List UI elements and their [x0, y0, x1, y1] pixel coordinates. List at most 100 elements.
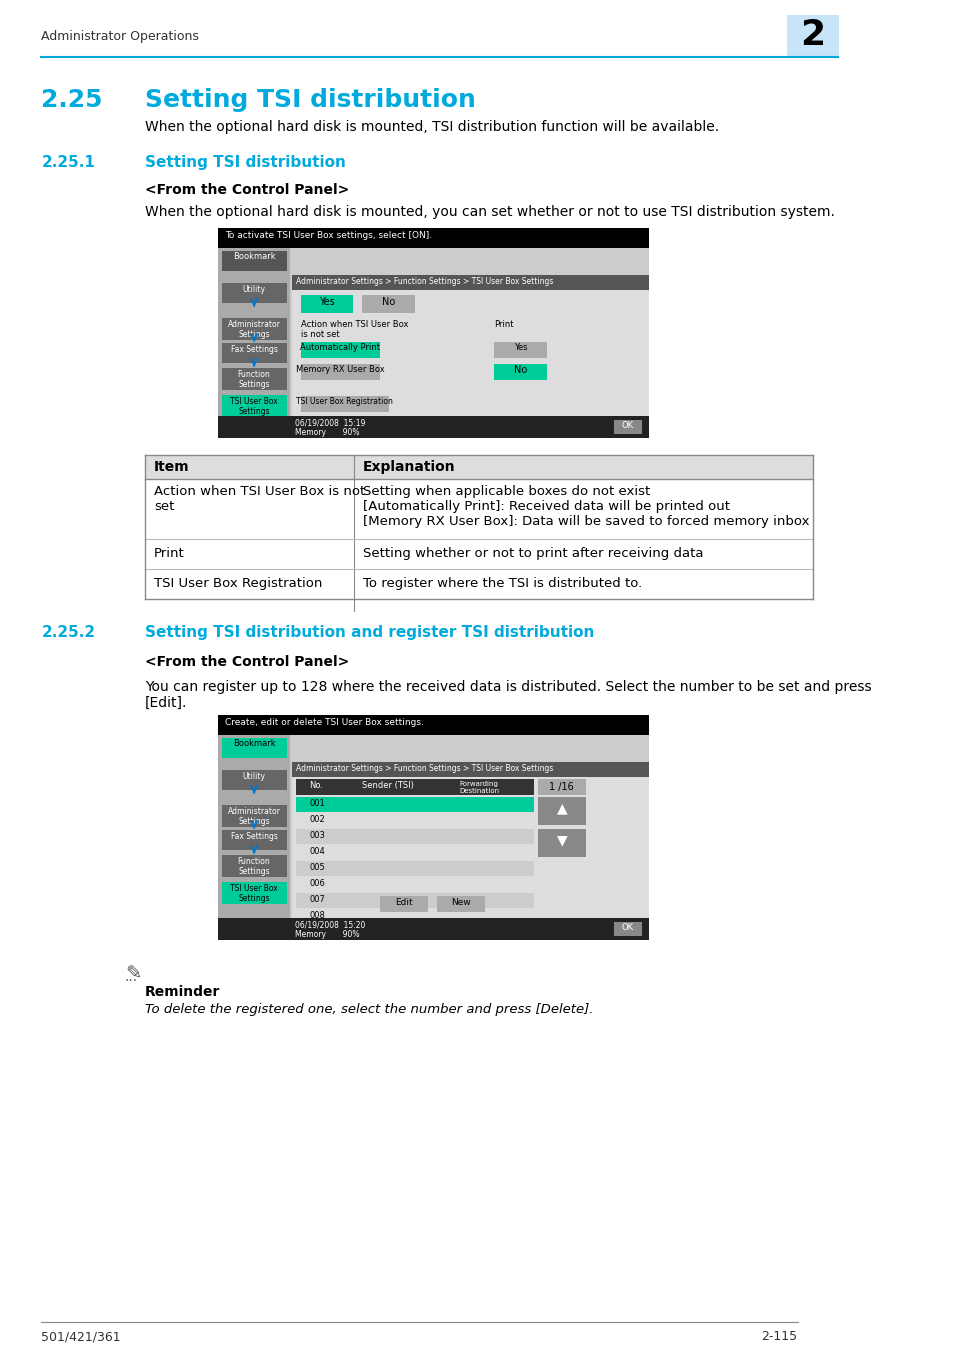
Text: 2.25.1: 2.25.1 — [41, 155, 95, 170]
Bar — [221, 769, 286, 790]
Text: Print: Print — [153, 547, 185, 560]
Bar — [296, 909, 533, 923]
Text: Function
Settings: Function Settings — [237, 370, 271, 389]
Text: To activate TSI User Box settings, select [ON].: To activate TSI User Box settings, selec… — [225, 231, 432, 240]
Text: 1 /16: 1 /16 — [549, 782, 574, 792]
Bar — [300, 342, 379, 358]
Bar — [218, 734, 290, 940]
Bar — [436, 896, 485, 913]
Text: TSI User Box Registration: TSI User Box Registration — [296, 397, 393, 406]
Text: Bookmark: Bookmark — [233, 738, 275, 748]
Text: No.: No. — [309, 782, 323, 790]
Text: 06/19/2008  15:19: 06/19/2008 15:19 — [294, 418, 365, 428]
Bar — [786, 15, 838, 57]
Bar — [218, 416, 648, 437]
Bar — [379, 896, 428, 913]
Text: Memory RX User Box: Memory RX User Box — [295, 364, 384, 374]
Text: No: No — [381, 297, 395, 306]
Bar — [296, 878, 533, 892]
Text: 2.25: 2.25 — [41, 88, 103, 112]
Bar — [296, 813, 533, 828]
Bar — [537, 829, 586, 857]
Bar — [221, 319, 286, 340]
Text: Setting when applicable boxes do not exist
[Automatically Print]: Received data : Setting when applicable boxes do not exi… — [363, 485, 809, 528]
Bar — [300, 396, 388, 412]
Bar — [218, 716, 648, 940]
Bar — [296, 779, 533, 795]
Text: 004: 004 — [309, 846, 325, 856]
Bar — [145, 455, 813, 479]
Bar — [218, 918, 648, 940]
Text: Function
Settings: Function Settings — [237, 857, 271, 876]
Bar — [296, 845, 533, 860]
Text: Create, edit or delete TSI User Box settings.: Create, edit or delete TSI User Box sett… — [225, 718, 423, 728]
Text: To register where the TSI is distributed to.: To register where the TSI is distributed… — [363, 576, 641, 590]
Text: Item: Item — [153, 460, 190, 474]
Text: 2-115: 2-115 — [760, 1330, 797, 1343]
Bar — [221, 396, 286, 417]
Bar — [221, 369, 286, 390]
Text: is not set: is not set — [300, 329, 339, 339]
Bar — [221, 855, 286, 878]
Bar — [292, 275, 648, 290]
Text: 003: 003 — [309, 832, 325, 840]
Text: 2.25.2: 2.25.2 — [41, 625, 95, 640]
Text: OK: OK — [621, 923, 633, 932]
Text: Yes: Yes — [319, 297, 335, 306]
Text: Utility: Utility — [242, 772, 265, 782]
Bar — [362, 296, 415, 313]
Text: ...: ... — [125, 971, 138, 984]
Text: Automatically Print: Automatically Print — [300, 343, 380, 352]
Bar — [296, 861, 533, 876]
Text: Administrator Settings > Function Settings > TSI User Box Settings: Administrator Settings > Function Settin… — [296, 764, 553, 774]
Bar — [292, 761, 648, 778]
Bar — [537, 779, 586, 795]
Bar — [221, 882, 286, 905]
Bar — [218, 228, 648, 437]
Text: Setting TSI distribution: Setting TSI distribution — [145, 88, 476, 112]
Text: When the optional hard disk is mounted, TSI distribution function will be availa: When the optional hard disk is mounted, … — [145, 120, 719, 134]
Text: 008: 008 — [309, 911, 325, 919]
Text: Fax Settings: Fax Settings — [231, 832, 277, 841]
Bar — [296, 892, 533, 909]
Bar — [221, 343, 286, 363]
Text: Administrator Settings > Function Settings > TSI User Box Settings: Administrator Settings > Function Settin… — [296, 277, 553, 286]
Bar — [221, 805, 286, 828]
Text: Forwarding
Destination: Forwarding Destination — [458, 782, 498, 794]
Text: No: No — [514, 364, 527, 375]
Bar — [494, 364, 546, 379]
Text: Memory       90%: Memory 90% — [294, 930, 358, 940]
Text: Sender (TSI): Sender (TSI) — [362, 782, 414, 790]
Bar — [292, 778, 648, 918]
Text: ▼: ▼ — [556, 833, 567, 846]
Text: 06/19/2008  15:20: 06/19/2008 15:20 — [294, 921, 365, 930]
Bar — [292, 290, 648, 416]
Text: 001: 001 — [309, 799, 325, 809]
Text: When the optional hard disk is mounted, you can set whether or not to use TSI di: When the optional hard disk is mounted, … — [145, 205, 834, 219]
Bar — [221, 738, 286, 757]
Text: ▲: ▲ — [556, 801, 567, 815]
Bar — [218, 716, 648, 734]
Bar — [296, 829, 533, 844]
Text: Fax Settings: Fax Settings — [231, 346, 277, 354]
Bar — [613, 420, 641, 433]
Text: Bookmark: Bookmark — [233, 252, 275, 261]
Text: <From the Control Panel>: <From the Control Panel> — [145, 184, 349, 197]
Text: Administrator
Settings: Administrator Settings — [228, 807, 280, 826]
Bar — [221, 830, 286, 850]
Text: You can register up to 128 where the received data is distributed. Select the nu: You can register up to 128 where the rec… — [145, 680, 871, 710]
Text: Setting whether or not to print after receiving data: Setting whether or not to print after re… — [363, 547, 703, 560]
Text: Setting TSI distribution and register TSI distribution: Setting TSI distribution and register TS… — [145, 625, 594, 640]
Text: Print: Print — [494, 320, 513, 329]
Bar — [221, 284, 286, 302]
Bar — [613, 922, 641, 936]
Text: TSI User Box Registration: TSI User Box Registration — [153, 576, 322, 590]
Bar — [218, 248, 290, 437]
Bar — [218, 228, 648, 437]
Text: 005: 005 — [309, 863, 325, 872]
Text: Memory       90%: Memory 90% — [294, 428, 358, 437]
Text: Administrator Operations: Administrator Operations — [41, 30, 199, 43]
Text: Explanation: Explanation — [363, 460, 456, 474]
Text: <From the Control Panel>: <From the Control Panel> — [145, 655, 349, 670]
Bar — [494, 342, 546, 358]
